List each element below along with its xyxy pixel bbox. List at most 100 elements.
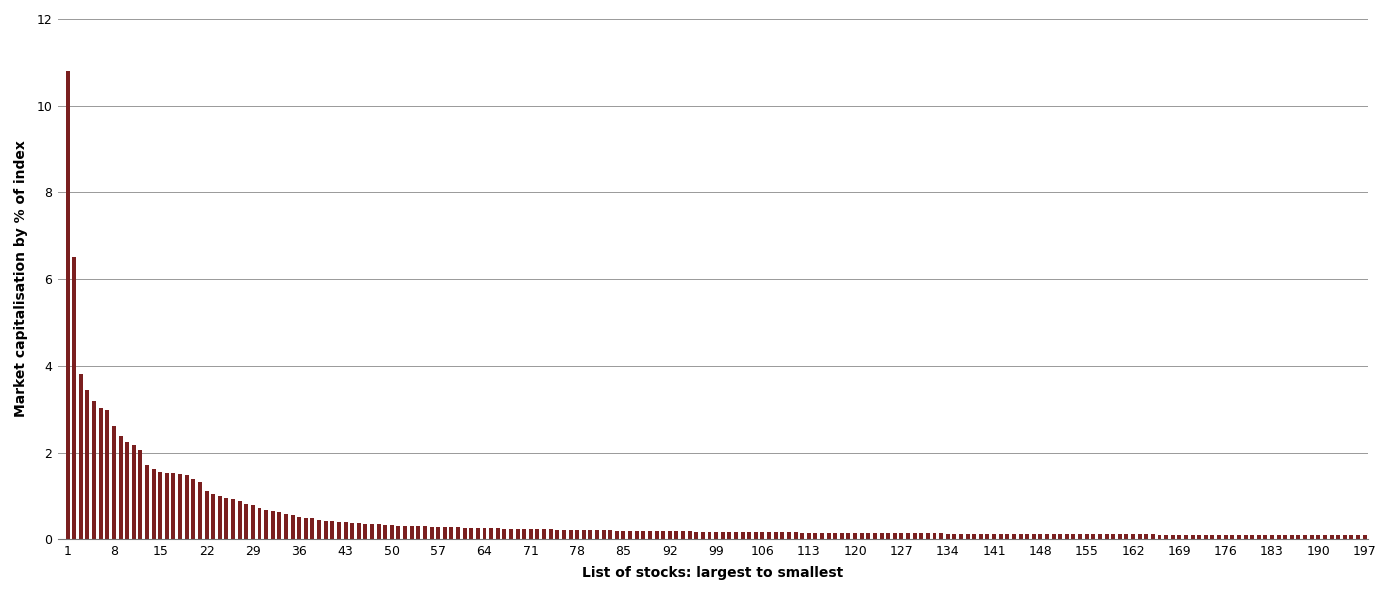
Bar [661,531,665,539]
Bar [495,529,499,539]
Bar [111,426,115,539]
Bar [344,522,348,539]
Bar [198,482,202,539]
Bar [1118,535,1121,539]
Bar [1097,534,1102,539]
Bar [833,533,837,539]
Bar [932,533,936,539]
Bar [1363,535,1366,539]
Bar [972,533,976,539]
Bar [72,257,77,539]
Bar [310,519,314,539]
Bar [509,529,513,539]
Bar [641,531,645,539]
Bar [430,527,434,539]
Bar [1263,535,1267,539]
Bar [548,529,552,539]
Y-axis label: Market capitalisation by % of index: Market capitalisation by % of index [14,141,28,418]
Bar [416,526,420,539]
Bar [1257,535,1260,539]
Bar [1092,534,1095,539]
Bar [250,505,255,539]
Bar [463,527,466,539]
Bar [780,532,785,539]
Bar [449,527,453,539]
Bar [734,532,739,539]
Bar [1277,535,1281,539]
Bar [1045,534,1049,539]
Bar [1145,535,1148,539]
Bar [1078,534,1082,539]
Bar [1316,535,1320,539]
Bar [185,475,189,539]
Bar [224,498,228,539]
Bar [456,527,460,539]
Bar [1025,534,1029,539]
Bar [1244,535,1248,539]
Bar [529,529,533,539]
Bar [245,504,248,539]
Bar [807,533,811,539]
Bar [787,532,791,539]
Bar [118,436,122,539]
Bar [581,530,586,539]
Bar [721,532,725,539]
Bar [1104,534,1109,539]
Bar [900,533,903,539]
Bar [1251,535,1255,539]
Bar [1124,535,1128,539]
Bar [992,534,996,539]
Bar [396,526,401,539]
Bar [132,445,136,539]
Bar [1071,534,1075,539]
Bar [469,528,473,539]
Bar [1184,535,1188,539]
Bar [840,533,844,539]
Bar [257,508,262,539]
Bar [152,469,156,539]
Bar [714,532,718,539]
Bar [284,514,288,539]
Bar [1085,534,1089,539]
Bar [92,402,96,539]
Bar [1032,534,1036,539]
Bar [145,465,149,539]
Bar [985,534,989,539]
Bar [178,474,182,539]
Bar [773,532,778,539]
Bar [476,528,480,539]
Bar [1330,535,1334,539]
Bar [1323,535,1327,539]
Bar [1296,535,1301,539]
Bar [648,531,652,539]
Bar [437,527,440,539]
Bar [754,532,758,539]
Bar [423,526,427,539]
Bar [1177,535,1181,539]
Bar [946,533,950,539]
Bar [965,533,970,539]
Bar [906,533,910,539]
Bar [953,533,957,539]
Bar [1217,535,1221,539]
Bar [1111,535,1116,539]
Bar [85,390,89,539]
Bar [324,520,328,539]
Bar [1203,535,1207,539]
Bar [442,527,447,539]
Bar [1131,535,1135,539]
Bar [800,532,804,539]
Bar [939,533,943,539]
Bar [1157,535,1161,539]
Bar [1198,535,1202,539]
Bar [747,532,751,539]
Bar [1224,535,1228,539]
Bar [79,374,83,539]
Bar [264,510,268,539]
Bar [384,525,387,539]
Bar [687,532,691,539]
Bar [886,533,890,539]
Bar [1039,534,1042,539]
Bar [847,533,850,539]
Bar [1349,535,1353,539]
